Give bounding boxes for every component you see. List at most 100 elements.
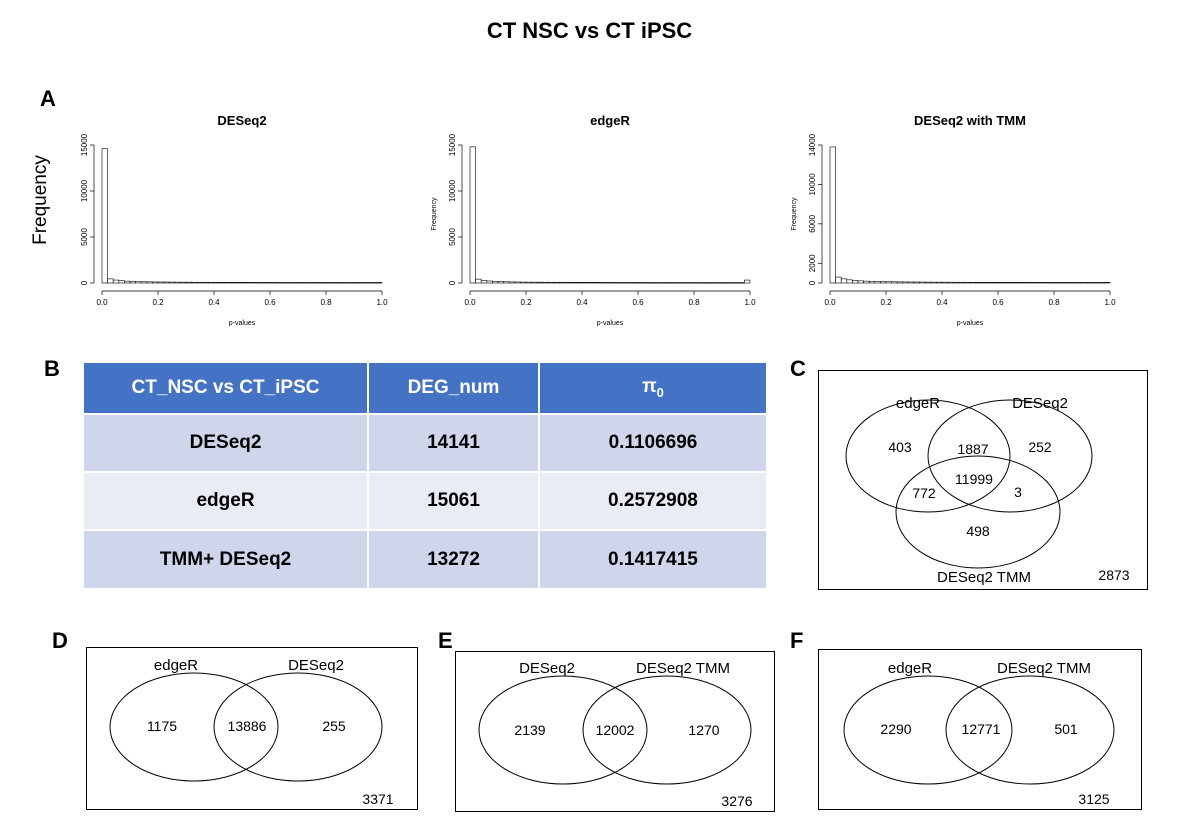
histogram-bar bbox=[247, 282, 254, 284]
venn-diagram-c: edgeR DESeq2 DESeq2 TMM 403 1887 252 772… bbox=[818, 370, 1148, 590]
venn-value: 13886 bbox=[228, 718, 267, 734]
histogram-bar bbox=[196, 281, 204, 284]
x-tick-label: 1.0 bbox=[376, 298, 388, 307]
histogram-bar bbox=[224, 282, 232, 284]
venn-circle-deseq2-tmm bbox=[895, 455, 1061, 569]
histogram-bar bbox=[303, 282, 310, 284]
venn-circle-left bbox=[478, 675, 648, 785]
histogram-bar bbox=[704, 282, 712, 284]
histogram-bar bbox=[180, 281, 187, 284]
x-tick-label: 0.0 bbox=[824, 298, 836, 307]
histogram-bar bbox=[654, 282, 661, 284]
y-tick-label: 0 bbox=[808, 280, 817, 285]
histogram-bar bbox=[525, 281, 532, 284]
venn-value: 12002 bbox=[596, 722, 635, 738]
histogram-bar bbox=[331, 282, 338, 284]
histogram-bar bbox=[208, 281, 215, 284]
y-tick-label: 10000 bbox=[80, 179, 89, 202]
histogram-bar bbox=[738, 282, 745, 284]
histogram-bar bbox=[941, 281, 948, 284]
histogram-bar bbox=[140, 281, 148, 284]
histogram-bar bbox=[548, 281, 555, 284]
results-table: CT_NSC vs CT_iPSC DEG_num π0 DESeq2 1414… bbox=[84, 363, 769, 590]
histogram-bar bbox=[721, 282, 728, 284]
table-cell: 14141 bbox=[368, 414, 540, 473]
histogram-bar bbox=[236, 282, 243, 284]
table-cell: DESeq2 bbox=[84, 414, 370, 473]
table-header-pi0: π0 bbox=[538, 363, 769, 415]
venn-label: DESeq2 TMM bbox=[636, 660, 730, 677]
shared-ylabel: Frequency bbox=[30, 155, 51, 245]
venn-value: 3 bbox=[1014, 484, 1022, 500]
histogram-bar bbox=[152, 281, 159, 284]
venn-label: DESeq2 TMM bbox=[937, 569, 1031, 586]
histogram-bar bbox=[1048, 282, 1055, 284]
histogram-bar bbox=[992, 282, 999, 284]
venn-circle-right bbox=[213, 672, 383, 782]
histogram-bar bbox=[1003, 282, 1010, 284]
histogram-bar bbox=[840, 278, 848, 284]
venn-value: 12771 bbox=[962, 721, 1001, 737]
histogram-bar bbox=[469, 146, 476, 284]
histogram-bar bbox=[632, 282, 639, 284]
y-tick-label: 10000 bbox=[448, 179, 457, 202]
table-cell: TMM+ DESeq2 bbox=[84, 530, 370, 590]
histogram-bar bbox=[885, 281, 892, 284]
x-tick-label: 0.8 bbox=[320, 298, 332, 307]
x-tick-label: 1.0 bbox=[744, 298, 756, 307]
histogram-bar bbox=[874, 281, 881, 284]
venn-frame bbox=[455, 651, 775, 812]
venn-circle-edger bbox=[845, 399, 1011, 513]
histogram-bar bbox=[157, 281, 164, 284]
venn-label: edgeR bbox=[888, 660, 932, 677]
histogram-bar bbox=[258, 282, 265, 284]
panel-label-c: C bbox=[790, 356, 806, 381]
histogram-bar bbox=[637, 282, 644, 284]
histogram-bar bbox=[280, 282, 288, 284]
histogram-bar bbox=[553, 281, 560, 284]
venn-value: 2290 bbox=[880, 721, 911, 737]
histogram-bar bbox=[202, 281, 209, 284]
histogram-bar bbox=[252, 282, 260, 284]
histogram-bar bbox=[135, 281, 142, 284]
x-tick-label: 0.0 bbox=[464, 298, 476, 307]
histogram-bar bbox=[1064, 282, 1072, 284]
venn-outside-count: 3371 bbox=[362, 791, 393, 807]
histogram-bar bbox=[1014, 282, 1021, 284]
histogram-bar bbox=[269, 282, 276, 284]
histogram-bar bbox=[732, 282, 740, 284]
histogram-bar bbox=[174, 281, 181, 284]
table-header-deg-num: DEG_num bbox=[368, 363, 540, 415]
histogram-bar bbox=[835, 276, 842, 284]
venn-value: 1270 bbox=[688, 722, 719, 738]
histogram-bar bbox=[997, 282, 1004, 284]
histogram-bar bbox=[604, 282, 611, 284]
histogram-bar bbox=[688, 282, 695, 284]
histogram-bar bbox=[710, 282, 717, 284]
histogram-bar bbox=[359, 282, 366, 284]
panel-label-f: F bbox=[790, 628, 804, 653]
venn-value: 2139 bbox=[514, 722, 545, 738]
histogram-bar bbox=[648, 282, 656, 284]
histogram-title: DESeq2 with TMM bbox=[914, 113, 1026, 128]
venn-diagram-d: edgeR DESeq2 1175 13886 255 3371 bbox=[86, 647, 418, 810]
table-cell: edgeR bbox=[84, 472, 370, 531]
histogram-bar bbox=[857, 280, 864, 284]
histogram-bar bbox=[1031, 282, 1038, 284]
histogram-bar bbox=[952, 281, 960, 284]
histogram-bar bbox=[230, 282, 237, 284]
histogram-bar bbox=[275, 282, 282, 284]
venn-circle-left bbox=[109, 672, 279, 782]
table-row: TMM+ DESeq2 13272 0.1417415 bbox=[84, 530, 769, 590]
histogram-bar bbox=[503, 281, 510, 284]
histogram-bar bbox=[514, 281, 521, 284]
histogram-bar bbox=[492, 281, 499, 284]
histogram-bar bbox=[124, 280, 131, 284]
histogram-bar bbox=[626, 282, 633, 284]
y-tick-label: 0 bbox=[80, 280, 89, 285]
venn-label: DESeq2 bbox=[519, 660, 575, 677]
histogram-bar bbox=[570, 282, 577, 284]
histogram-bar bbox=[727, 282, 734, 284]
histogram-bar bbox=[936, 281, 943, 284]
histogram-bar bbox=[129, 281, 136, 284]
